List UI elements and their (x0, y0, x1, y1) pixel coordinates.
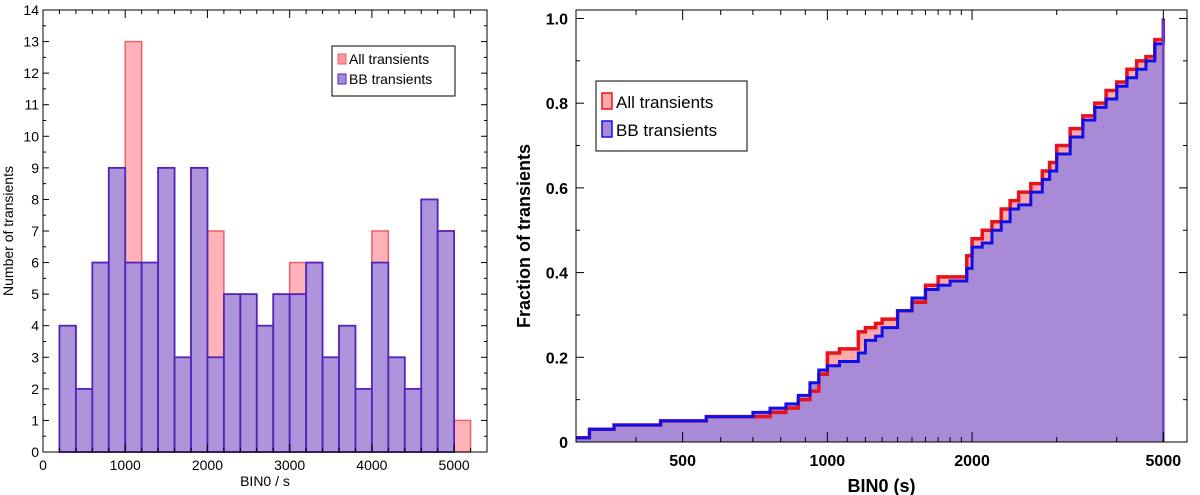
y-tick-label: 6 (31, 255, 39, 271)
y-tick-label: 0.6 (546, 181, 568, 198)
x-tick-label: 0 (39, 457, 47, 473)
x-tick-label: 500 (669, 453, 696, 470)
x-tick-label: 2000 (954, 453, 990, 470)
y-tick-label: 9 (31, 160, 39, 176)
y-tick-label: 0.4 (546, 266, 568, 283)
plot-frame (575, 9, 1188, 443)
y-tick-label: 5 (31, 286, 39, 302)
x-tick-label: 4000 (356, 457, 387, 473)
y-tick-label: 1.0 (546, 11, 568, 28)
legend-label: BB transients (616, 121, 717, 140)
y-tick-label: 3 (31, 349, 39, 365)
y-tick-label: 0 (31, 444, 39, 460)
y-tick-label: 12 (23, 65, 39, 81)
y-tick-label: 2 (31, 381, 39, 397)
bb-transients-line (576, 18, 1165, 440)
y-tick-label: 14 (23, 2, 39, 18)
legend-label: BB transients (349, 71, 432, 87)
x-axis-label: BIN0 / s (240, 473, 290, 489)
legend-label: All transients (616, 93, 713, 112)
y-axis-label: Number of transients (0, 166, 16, 296)
legend-label: All transients (349, 51, 429, 67)
legend-swatch (601, 120, 613, 138)
x-tick-label: 2000 (192, 457, 223, 473)
y-tick-label: 1 (31, 412, 39, 428)
legend-box (595, 80, 748, 152)
x-axis-label: BIN0 (s) (847, 476, 915, 495)
x-tick-label: 5000 (1146, 453, 1182, 470)
legend-swatch (337, 73, 347, 85)
y-tick-label: 13 (23, 34, 39, 50)
y-tick-label: 8 (31, 191, 39, 207)
y-tick-label: 0.2 (546, 350, 568, 367)
y-tick-label: 11 (24, 97, 39, 113)
legend-swatch (601, 92, 613, 110)
x-tick-label: 1000 (810, 453, 846, 470)
y-axis-label: Fraction of transients (514, 144, 534, 328)
legend-box (331, 45, 456, 97)
y-tick-label: 0.8 (546, 96, 568, 113)
legend-swatch (337, 53, 347, 65)
y-tick-label: 0 (559, 435, 568, 452)
y-tick-label: 10 (23, 128, 39, 144)
x-tick-label: 5000 (439, 457, 470, 473)
x-tick-label: 3000 (274, 457, 305, 473)
y-tick-label: 4 (31, 318, 39, 334)
x-tick-label: 1000 (110, 457, 141, 473)
y-tick-label: 7 (31, 223, 39, 239)
bb-transients-area (576, 18, 1164, 443)
